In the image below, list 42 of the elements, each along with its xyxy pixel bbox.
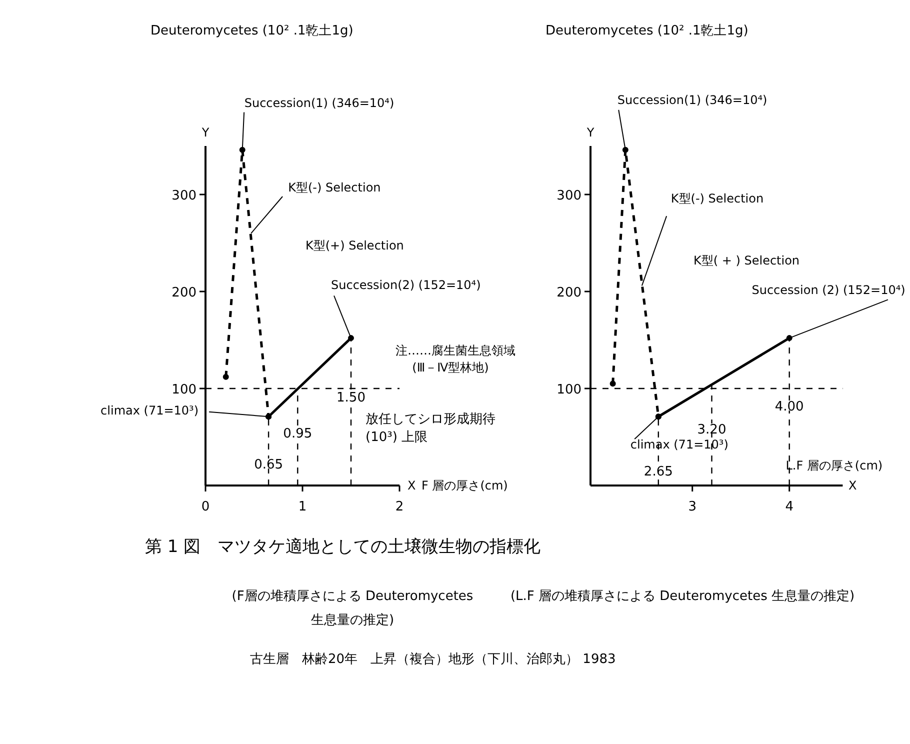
y-tick-label: 100: [556, 382, 582, 398]
ref-line-label: 放任してシロ形成期待 (10³) 上限: [366, 412, 496, 445]
y-axis-title: Deuteromycetes (10² .1乾土1g): [150, 24, 354, 38]
y-tick-label: 200: [172, 286, 197, 300]
annotation: 注……腐生菌生息領域: [396, 344, 516, 358]
y-tick-label: 100: [172, 382, 197, 398]
ref-line-label: 2.65: [644, 464, 673, 480]
annotation: K型(-) Selection: [288, 180, 381, 194]
y-axis-title: Deuteromycetes (10² .1乾土1g): [546, 24, 748, 38]
x-tick-label: 2: [395, 500, 404, 514]
annotation: Succession(1) (346=10⁴): [244, 96, 394, 110]
x-axis-title: L.F 層の厚さ(cm): [786, 458, 883, 472]
ref-line-label: 4.00: [774, 400, 804, 414]
text: (L.F 層の堆積厚さによる Deuteromycetes 生息量の推定): [510, 588, 855, 606]
annotation: climax (71=10³): [630, 438, 728, 452]
ref-line-label: 0.95: [283, 426, 312, 442]
annotation: Succession (2) (152=10⁴): [752, 283, 906, 298]
text: 第 1 図 マツタケ適地としての土壌微生物の指標化: [145, 536, 541, 559]
x-tick-label: 4: [785, 500, 794, 514]
x-axis-title: F 層の厚さ(cm): [422, 478, 508, 492]
text: Y: [200, 126, 210, 140]
ref-line-label: 3.20: [697, 422, 726, 438]
text: (Ⅲ－Ⅳ型林地): [412, 360, 489, 374]
y-tick-label: 300: [172, 188, 197, 204]
text: (F層の堆積厚さによる Deuteromycetes 生息量の推定): [230, 588, 474, 630]
ref-line-label: 1.50: [336, 390, 366, 406]
annotation: K型(+) Selection: [306, 238, 404, 252]
annotation: K型( + ) Selection: [694, 254, 800, 268]
annotation: K型(-) Selection: [670, 192, 764, 206]
y-tick-label: 200: [556, 286, 582, 300]
y-tick-label: 300: [556, 188, 582, 204]
x-tick-label: 3: [688, 500, 696, 514]
text: Y: [586, 126, 595, 140]
annotation: Succession(1) (346=10⁴): [617, 92, 768, 107]
text: X: [848, 478, 857, 492]
ref-line-label: 0.65: [254, 458, 284, 472]
text: X: [408, 478, 416, 492]
text: 古生層 林齢20年 上昇（複合）地形（下川、治郎丸） 1983: [250, 651, 616, 669]
x-tick-label: 1: [298, 500, 307, 514]
annotation: Succession(2) (152=10⁴): [331, 278, 481, 292]
x-tick-label: 0: [201, 500, 210, 514]
annotation: climax (71=10³): [100, 404, 199, 418]
